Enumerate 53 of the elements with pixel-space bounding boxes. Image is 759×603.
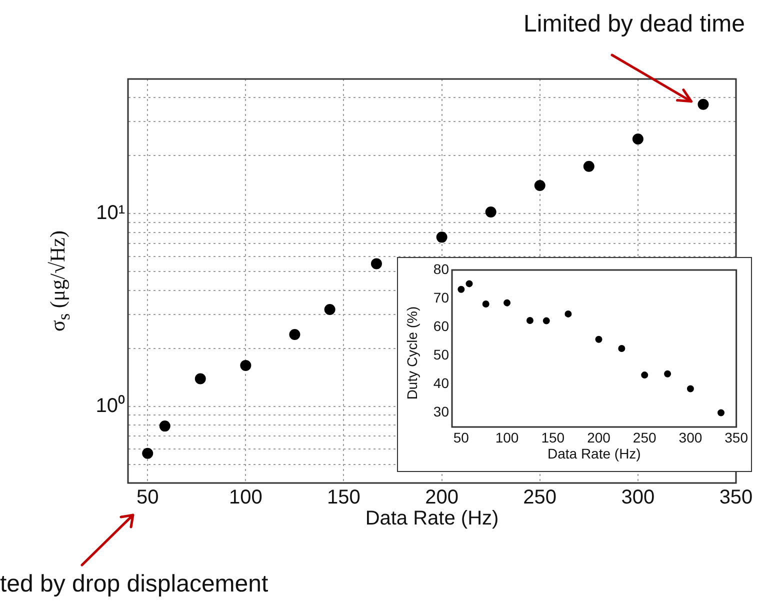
point [194, 373, 206, 384]
x-tick-label: 200 [587, 429, 611, 446]
point [436, 232, 448, 243]
annotation: Limited by dead time [524, 10, 745, 38]
x-axis-title: Data Rate (Hz) [365, 508, 499, 530]
point [466, 280, 473, 288]
x-tick-label: 350 [724, 429, 748, 446]
y-tick-label: 60 [433, 318, 450, 334]
y-tick-label: 70 [433, 289, 450, 306]
y-tick-label: 30 [433, 404, 450, 420]
x-tick-label: 350 [719, 486, 753, 509]
point [504, 299, 511, 306]
point [641, 372, 648, 379]
point [618, 345, 626, 352]
x-tick-label: 200 [425, 486, 458, 509]
x-tick-label: 100 [228, 486, 262, 509]
y-tick-label: 80 [433, 260, 450, 277]
point [485, 206, 496, 218]
x-tick-label: 100 [495, 429, 519, 446]
point [289, 328, 300, 340]
x-tick-label: 300 [678, 429, 702, 446]
point [664, 370, 672, 378]
y-tick-label: 50 [433, 346, 450, 362]
point [595, 336, 602, 343]
point [564, 310, 572, 318]
text: ted by drop displacement [0, 570, 268, 598]
point [718, 409, 725, 416]
point [542, 317, 550, 324]
x-axis-title: Data Rate (Hz) [547, 445, 641, 462]
point [534, 180, 546, 192]
y-tick-label: 10⁰ [96, 394, 125, 417]
x-tick-label: 150 [541, 429, 565, 446]
point [583, 160, 594, 172]
point [698, 98, 709, 110]
y-axis-title: Duty Cycle (%) [404, 306, 420, 400]
point [458, 286, 465, 293]
x-tick-label: 250 [523, 486, 557, 509]
point [324, 304, 336, 316]
y-tick-label: 40 [433, 375, 450, 392]
point [686, 385, 694, 392]
point [159, 420, 170, 432]
point [142, 448, 154, 459]
y-tick-label: 10¹ [96, 202, 126, 224]
x-tick-label: 300 [621, 486, 655, 509]
x-tick-label: 50 [136, 486, 159, 509]
point [632, 134, 644, 145]
x-tick-label: 250 [632, 429, 656, 446]
x-tick-label: 150 [327, 486, 360, 509]
x-tick-label: 50 [453, 429, 470, 446]
point [370, 258, 382, 270]
point [526, 317, 534, 324]
point [482, 300, 490, 308]
point [240, 360, 252, 371]
